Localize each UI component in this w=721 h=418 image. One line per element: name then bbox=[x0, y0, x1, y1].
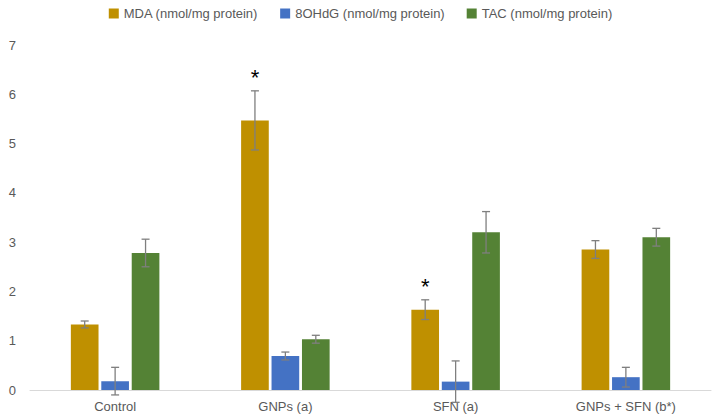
svg-text:7: 7 bbox=[9, 38, 16, 53]
svg-text:3: 3 bbox=[9, 235, 16, 250]
svg-text:2: 2 bbox=[9, 284, 16, 299]
svg-text:MDA (nmol/mg protein): MDA (nmol/mg protein) bbox=[124, 6, 258, 21]
svg-text:8OHdG (nmol/mg protein): 8OHdG (nmol/mg protein) bbox=[295, 6, 445, 21]
svg-text:SFN (a): SFN (a) bbox=[432, 399, 479, 414]
svg-text:6: 6 bbox=[9, 87, 16, 102]
svg-text:5: 5 bbox=[9, 136, 16, 151]
svg-text:*: * bbox=[421, 274, 430, 299]
svg-text:GNPs (a): GNPs (a) bbox=[258, 399, 312, 414]
svg-text:4: 4 bbox=[9, 185, 16, 200]
svg-text:TAC (nmol/mg protein): TAC (nmol/mg protein) bbox=[482, 6, 613, 21]
svg-text:1: 1 bbox=[9, 333, 16, 348]
svg-text:0: 0 bbox=[9, 383, 16, 398]
svg-text:GNPs + SFN (b*): GNPs + SFN (b*) bbox=[576, 399, 676, 414]
svg-text:Control: Control bbox=[94, 399, 136, 414]
svg-text:*: * bbox=[251, 65, 260, 90]
